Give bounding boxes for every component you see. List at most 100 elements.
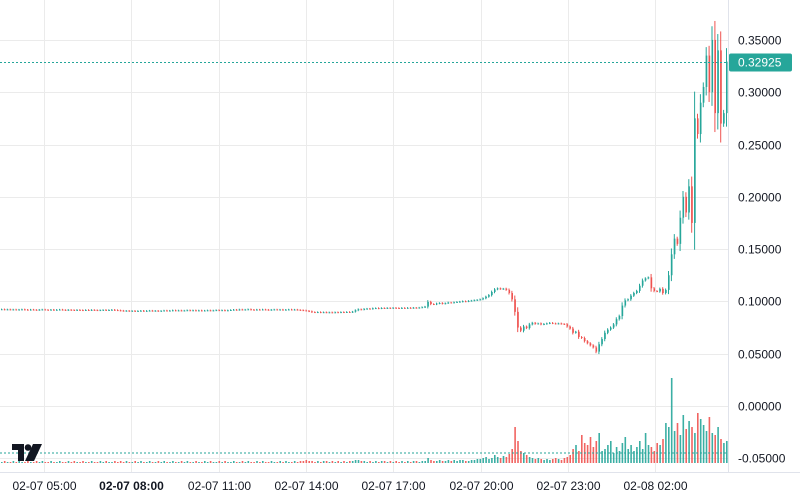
candle-body <box>691 186 693 223</box>
volume-bar <box>18 461 20 463</box>
candle-body <box>453 302 455 304</box>
time-axis[interactable]: 02-07 05:00 02-07 08:00 02-07 11:00 02-07 1… <box>12 479 687 493</box>
candle-body <box>546 323 548 325</box>
volume-bar <box>235 462 238 463</box>
volume-bar <box>476 459 479 463</box>
candle-body <box>491 291 493 296</box>
volume-bar <box>157 461 160 463</box>
volume-bar <box>346 462 348 463</box>
candle-body <box>633 293 635 296</box>
candle-body <box>331 312 334 314</box>
candle-body <box>389 307 392 309</box>
candle-body <box>650 277 653 289</box>
candle-body <box>407 307 409 309</box>
volume-bar <box>450 461 453 463</box>
candle-body <box>148 310 151 312</box>
candle-body <box>589 343 592 346</box>
candle-body <box>117 310 119 312</box>
price-axis[interactable]: 0.35000 0.30000 0.25000 0.20000 0.15000 0.100… <box>738 34 786 466</box>
candle-body <box>79 309 81 311</box>
candle-body <box>38 309 41 311</box>
volume-bar <box>363 461 366 463</box>
candle-body <box>250 309 252 311</box>
tradingview-logo[interactable] <box>12 444 42 461</box>
volume-bar <box>288 462 290 463</box>
volume-bar <box>282 462 284 463</box>
volume-bar <box>175 462 177 463</box>
candle-body <box>479 299 482 301</box>
candle-body <box>450 302 453 304</box>
candle-body <box>340 312 342 314</box>
candle-body <box>470 300 473 302</box>
volume-bar <box>407 461 409 463</box>
candle-body <box>476 299 479 301</box>
volume-bar <box>221 462 223 463</box>
volume-bar <box>682 415 685 463</box>
volume-bar <box>624 437 627 463</box>
volume-bar <box>723 443 725 463</box>
candle-body <box>717 50 719 114</box>
candle-body <box>267 309 270 311</box>
candle-body <box>670 254 673 276</box>
candle-body <box>296 309 299 311</box>
candle-body <box>682 196 685 218</box>
candle-body <box>697 118 699 135</box>
volume-bar <box>331 461 334 463</box>
volume-bar <box>201 462 203 463</box>
candle-body <box>195 310 197 312</box>
candle-body <box>366 308 368 310</box>
candle-body <box>665 289 667 294</box>
candle-body <box>592 345 595 348</box>
volume-bar <box>670 378 673 463</box>
candle-body <box>230 309 232 311</box>
candle-body <box>540 323 542 325</box>
volume-bar <box>697 413 699 463</box>
volume-bar <box>572 449 574 463</box>
volume-bar <box>668 427 670 463</box>
candle-body <box>688 186 690 213</box>
volume-bar <box>192 462 194 463</box>
candle-body <box>595 347 598 352</box>
volume-bar <box>285 461 287 463</box>
candle-body <box>380 307 383 309</box>
candle-body <box>177 310 180 312</box>
volume-bar <box>404 462 406 463</box>
volume-bar <box>90 461 93 463</box>
volume-bar <box>473 460 476 463</box>
candle-body <box>485 296 487 299</box>
candle-body <box>308 310 310 312</box>
volume-bar <box>717 427 719 463</box>
candle-body <box>560 323 563 325</box>
volume-bar <box>691 427 693 463</box>
volume-bar <box>523 453 525 463</box>
volume-bar <box>699 419 702 463</box>
volume-bar <box>302 461 305 463</box>
candle-body <box>401 307 403 309</box>
volume-bar <box>702 425 705 463</box>
candle-body <box>276 309 279 311</box>
volume-bar <box>447 460 450 463</box>
volume-bar <box>578 451 580 463</box>
volume-bar <box>172 461 174 463</box>
volume-bar <box>665 423 667 463</box>
candle-body <box>314 312 316 314</box>
volume-bar <box>244 462 247 463</box>
volume-bar <box>3 461 6 463</box>
volume-bar <box>644 433 647 463</box>
volume-bar <box>569 455 571 463</box>
volume-bar <box>607 445 609 463</box>
candle-body <box>679 217 682 244</box>
volume-bar <box>465 461 467 463</box>
candle-body <box>578 331 580 337</box>
candle-body <box>569 326 571 329</box>
volume-bar <box>38 462 41 463</box>
volume-bar <box>328 462 331 463</box>
candle-body <box>233 309 235 311</box>
volume-bar <box>189 462 192 463</box>
candle-body <box>325 312 328 314</box>
volume-bar <box>560 460 563 463</box>
candle-body <box>183 310 186 312</box>
volume-bar <box>653 451 656 463</box>
volume-bar <box>108 462 110 463</box>
